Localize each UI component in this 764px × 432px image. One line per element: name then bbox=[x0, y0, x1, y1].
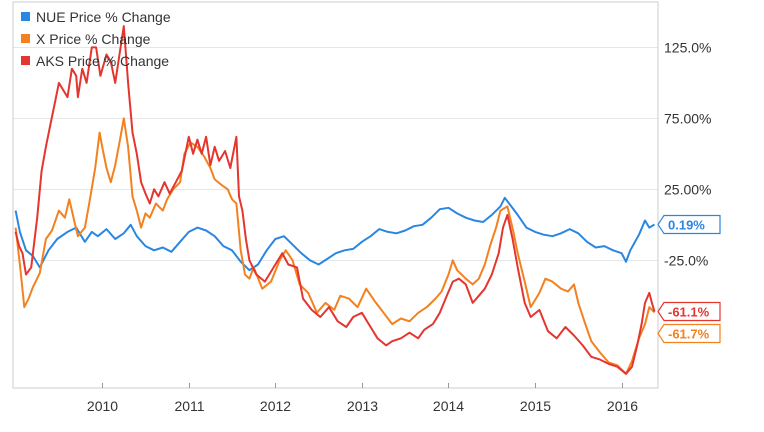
end-value-badge: 0.19% bbox=[657, 214, 721, 235]
legend-swatch bbox=[21, 34, 30, 43]
x-tick-label: 2010 bbox=[87, 398, 118, 414]
y-tick-label: 25.00% bbox=[664, 182, 711, 198]
legend-label: AKS Price % Change bbox=[36, 53, 169, 69]
legend: NUE Price % Change X Price % Change AKS Pr… bbox=[21, 9, 171, 69]
y-tick-label: 125.0% bbox=[664, 40, 711, 56]
end-value-badge: -61.1% bbox=[657, 301, 721, 322]
end-value-label: -61.7% bbox=[668, 327, 710, 342]
legend-label: X Price % Change bbox=[36, 31, 151, 47]
y-tick-label: 75.00% bbox=[664, 111, 711, 127]
end-value-label: 0.19% bbox=[668, 218, 705, 233]
y-tick-label: -25.0% bbox=[664, 253, 708, 269]
x-tick-label: 2014 bbox=[433, 398, 464, 414]
legend-item: AKS Price % Change bbox=[21, 53, 169, 69]
end-value-badge: -61.7% bbox=[657, 323, 721, 344]
end-value-badge-box bbox=[657, 214, 721, 235]
series-line-nue bbox=[14, 196, 656, 272]
end-value-label: -61.1% bbox=[668, 305, 710, 320]
legend-swatch bbox=[21, 56, 30, 65]
series-line-aks bbox=[14, 25, 656, 375]
end-value-badge-box bbox=[657, 323, 721, 344]
x-tick-label: 2013 bbox=[347, 398, 378, 414]
legend-item: X Price % Change bbox=[21, 31, 151, 47]
series-line-x bbox=[14, 117, 656, 375]
x-tick-label: 2011 bbox=[174, 398, 204, 414]
legend-item: NUE Price % Change bbox=[21, 9, 171, 25]
end-value-badge-box bbox=[657, 301, 721, 322]
end-label-layer: 0.19% -61.1% -61.7% bbox=[657, 214, 721, 344]
x-tick-label: 2016 bbox=[607, 398, 638, 414]
legend-label: NUE Price % Change bbox=[36, 9, 171, 25]
plot-frame bbox=[12, 1, 659, 389]
axis-layer: 125.0% 75.00% 25.00% -25.0% 2010 2011 2012 2013… bbox=[87, 40, 712, 415]
series-layer bbox=[14, 25, 656, 375]
legend-swatch bbox=[21, 12, 30, 21]
x-tick-label: 2015 bbox=[520, 398, 551, 414]
x-tick-label: 2012 bbox=[260, 398, 291, 414]
